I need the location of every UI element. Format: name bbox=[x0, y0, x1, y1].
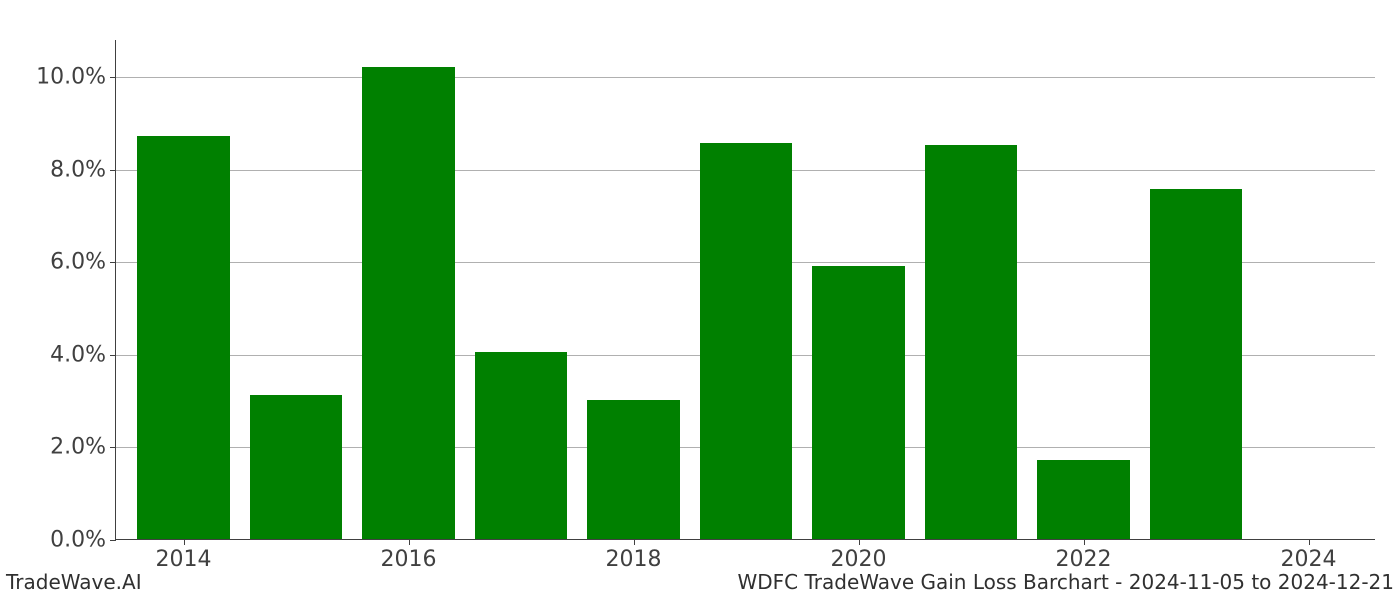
footer-left-text: TradeWave.AI bbox=[6, 570, 142, 594]
gridline bbox=[116, 77, 1375, 78]
xtick-label: 2014 bbox=[156, 547, 212, 572]
xtick-mark bbox=[634, 539, 635, 545]
ytick-label: 4.0% bbox=[50, 342, 106, 367]
ytick-mark bbox=[110, 170, 116, 171]
bar bbox=[587, 400, 679, 539]
xtick-label: 2024 bbox=[1281, 547, 1337, 572]
ytick-mark bbox=[110, 262, 116, 263]
ytick-mark bbox=[110, 447, 116, 448]
ytick-mark bbox=[110, 540, 116, 541]
ytick-label: 8.0% bbox=[50, 157, 106, 182]
xtick-mark bbox=[1084, 539, 1085, 545]
xtick-label: 2020 bbox=[831, 547, 887, 572]
bar bbox=[1150, 189, 1242, 539]
xtick-mark bbox=[409, 539, 410, 545]
ytick-label: 0.0% bbox=[50, 528, 106, 553]
xtick-label: 2022 bbox=[1056, 547, 1112, 572]
bar bbox=[137, 136, 229, 539]
bar bbox=[812, 266, 904, 539]
xtick-label: 2016 bbox=[381, 547, 437, 572]
footer-right-text: WDFC TradeWave Gain Loss Barchart - 2024… bbox=[737, 570, 1394, 594]
bar bbox=[362, 67, 454, 539]
ytick-mark bbox=[110, 77, 116, 78]
chart: 0.0%2.0%4.0%6.0%8.0%10.0%201420162018202… bbox=[115, 40, 1375, 540]
bar bbox=[475, 352, 567, 540]
ytick-mark bbox=[110, 355, 116, 356]
ytick-label: 10.0% bbox=[36, 65, 106, 90]
plot-area: 0.0%2.0%4.0%6.0%8.0%10.0%201420162018202… bbox=[115, 40, 1375, 540]
xtick-mark bbox=[184, 539, 185, 545]
ytick-label: 6.0% bbox=[50, 250, 106, 275]
bar bbox=[1037, 460, 1129, 539]
bar bbox=[700, 143, 792, 539]
xtick-mark bbox=[859, 539, 860, 545]
bar bbox=[250, 395, 342, 539]
ytick-label: 2.0% bbox=[50, 435, 106, 460]
xtick-label: 2018 bbox=[606, 547, 662, 572]
bar bbox=[925, 145, 1017, 539]
xtick-mark bbox=[1309, 539, 1310, 545]
